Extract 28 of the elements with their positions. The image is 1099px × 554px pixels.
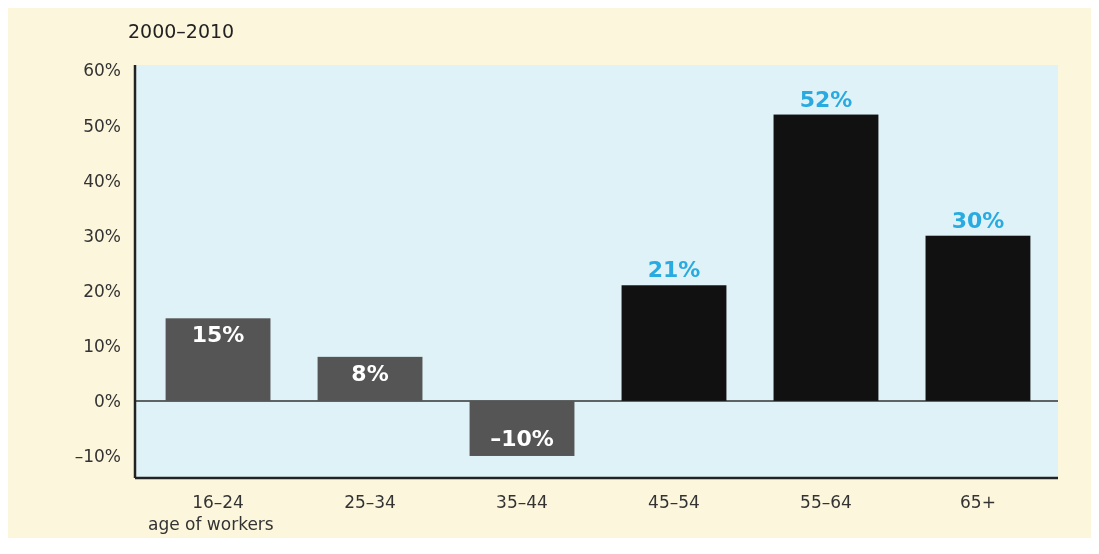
- y-tick-label: 60%: [83, 60, 121, 81]
- x-tick-label: 65+: [960, 492, 996, 512]
- bar: [621, 285, 727, 401]
- bar: [925, 235, 1031, 401]
- bar: [165, 318, 271, 401]
- x-axis-title: age of workers: [148, 514, 274, 534]
- x-tick-label: 16–24: [192, 492, 244, 512]
- data-label: 30%: [951, 207, 1005, 233]
- x-tick-label: 35–44: [496, 492, 548, 512]
- data-label: 8%: [351, 360, 389, 386]
- x-tick-label: 25–34: [344, 492, 396, 512]
- x-tick-label: 55–64: [800, 492, 852, 512]
- y-tick-label: 30%: [83, 225, 121, 246]
- data-label: 52%: [799, 86, 853, 112]
- y-tick-label: 10%: [83, 335, 121, 356]
- y-tick-label: 40%: [83, 170, 121, 191]
- data-label: 21%: [647, 257, 701, 283]
- y-tick-label: –10%: [74, 445, 121, 466]
- y-tick-label: 20%: [83, 280, 121, 301]
- y-tick-label: 0%: [94, 390, 121, 411]
- y-tick-label: 50%: [83, 115, 121, 136]
- bar: [317, 356, 423, 401]
- bar: [469, 400, 575, 456]
- bar: [773, 114, 879, 401]
- chart-title: 2000–2010: [128, 20, 235, 42]
- data-label: 15%: [191, 322, 245, 348]
- x-tick-label: 45–54: [648, 492, 700, 512]
- data-label: –10%: [490, 425, 554, 451]
